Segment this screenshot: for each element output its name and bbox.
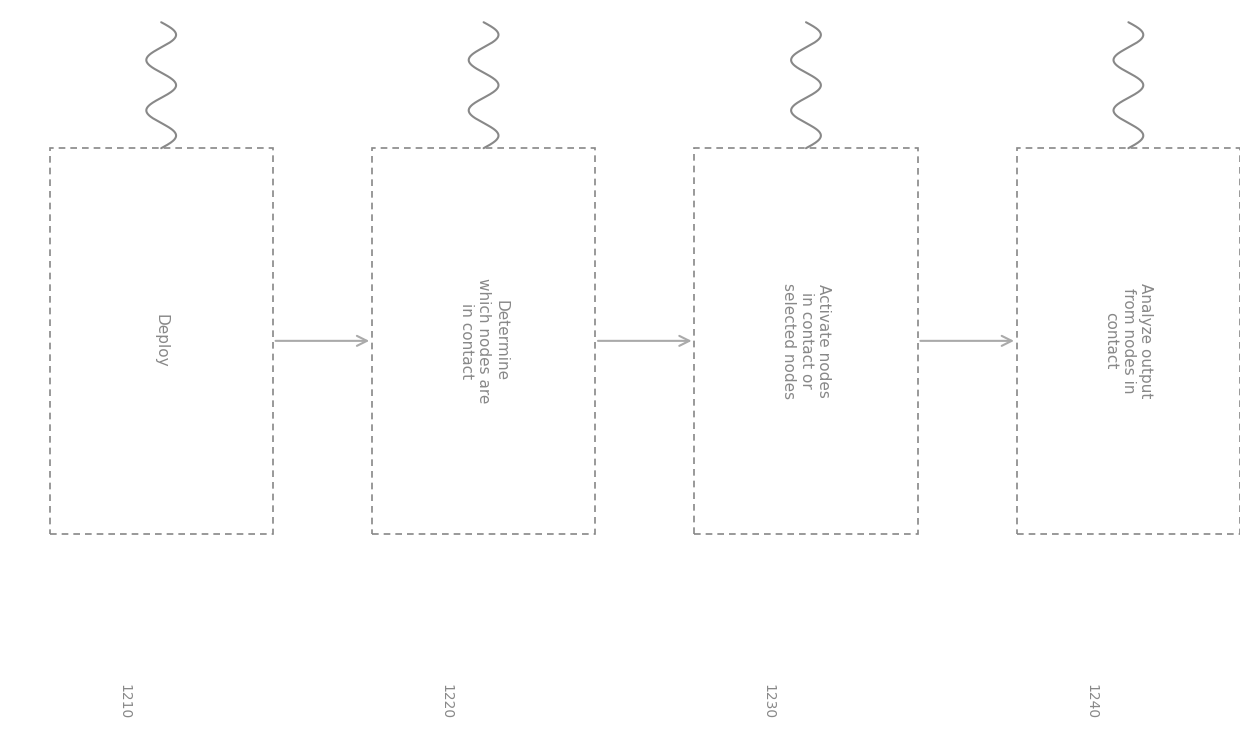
FancyBboxPatch shape bbox=[1017, 148, 1240, 534]
FancyBboxPatch shape bbox=[694, 148, 918, 534]
Text: Determine
which nodes are
in contact: Determine which nodes are in contact bbox=[459, 278, 508, 404]
FancyBboxPatch shape bbox=[372, 148, 595, 534]
Text: Analyze output
from nodes in
contact: Analyze output from nodes in contact bbox=[1104, 283, 1153, 399]
Text: 1240: 1240 bbox=[1084, 684, 1099, 719]
Text: Activate nodes
in contact or
selected nodes: Activate nodes in contact or selected no… bbox=[781, 283, 831, 399]
Text: Deploy: Deploy bbox=[154, 314, 169, 368]
Text: 1210: 1210 bbox=[117, 683, 131, 719]
Text: 1230: 1230 bbox=[761, 684, 776, 719]
Text: 1220: 1220 bbox=[439, 684, 454, 719]
FancyBboxPatch shape bbox=[50, 148, 273, 534]
